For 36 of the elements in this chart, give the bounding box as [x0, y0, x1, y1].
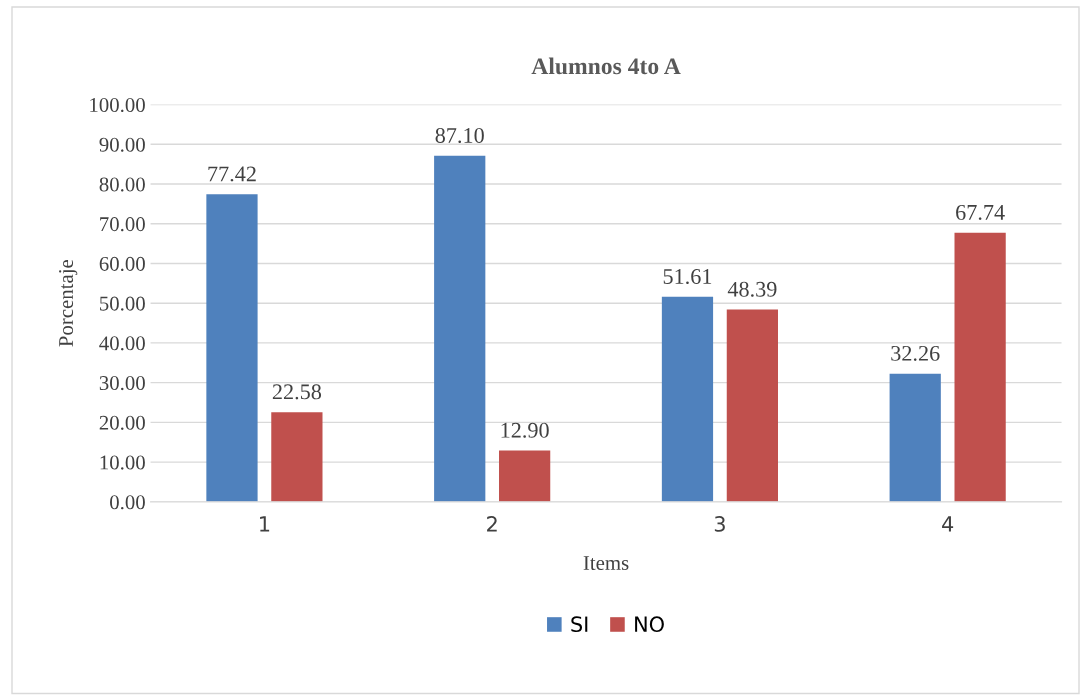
- y-tick-label: 50.00: [100, 296, 145, 311]
- y-axis-title: Porcentaje: [59, 259, 78, 347]
- data-label: 77.42: [208, 166, 256, 182]
- data-label: 67.74: [956, 204, 1005, 220]
- chart-title: Alumnos 4to A: [531, 57, 681, 75]
- x-tick-label: 3: [714, 516, 725, 532]
- data-label: 48.39: [727, 281, 777, 297]
- y-tick-label: 80.00: [99, 177, 145, 192]
- bar: [889, 373, 941, 502]
- bar: [954, 232, 1006, 502]
- y-tick-label: 30.00: [99, 376, 145, 391]
- bar: [726, 309, 778, 502]
- data-label: 22.58: [272, 384, 322, 400]
- x-tick-label: 2: [487, 516, 497, 532]
- bar: [661, 296, 714, 502]
- y-tick-label: 0.00: [110, 495, 145, 510]
- y-tick-label: 40.00: [99, 336, 145, 351]
- bar: [499, 450, 551, 502]
- y-tick-label: 70.00: [100, 217, 145, 232]
- y-tick-label: 100.00: [90, 97, 145, 113]
- bar: [434, 155, 486, 502]
- y-tick-label: 10.00: [100, 455, 145, 470]
- data-label: 32.26: [891, 345, 940, 361]
- legend-label: SI: [571, 616, 588, 633]
- y-tick-label: 90.00: [99, 137, 145, 152]
- bar: [271, 412, 323, 502]
- x-axis-title: Items: [583, 556, 629, 570]
- x-tick-label: 1: [260, 516, 270, 532]
- bar: [206, 194, 258, 502]
- x-tick-label: 4: [942, 516, 954, 532]
- data-label: 51.61: [663, 269, 712, 285]
- data-label: 87.10: [435, 127, 484, 144]
- data-label: 12.90: [501, 422, 549, 438]
- y-tick-label: 60.00: [99, 256, 145, 271]
- legend-label: NO: [635, 616, 664, 633]
- y-tick-label: 20.00: [99, 415, 145, 430]
